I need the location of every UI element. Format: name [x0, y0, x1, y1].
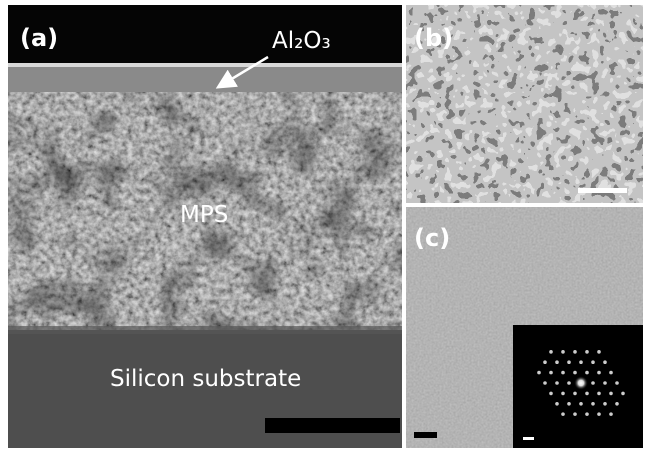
diffraction-spot	[555, 381, 559, 385]
al2o3-line	[8, 63, 402, 67]
diffraction-spot	[543, 360, 547, 364]
diffraction-spot	[579, 360, 583, 364]
al2o3-layer	[8, 67, 402, 92]
interface	[8, 326, 402, 334]
diffraction-spot	[615, 381, 619, 385]
diffraction-spot	[603, 402, 607, 406]
diffraction-spot	[549, 371, 553, 375]
diffraction-spot	[591, 360, 595, 364]
diffraction-spot	[585, 350, 589, 354]
diffraction-spot	[579, 402, 583, 406]
diffraction-spot	[597, 412, 601, 416]
annotation: MPS	[180, 202, 228, 228]
panel-b: (b)	[406, 5, 643, 203]
panel-a: (a) Al₂O₃ MPS Silicon substrate	[8, 5, 402, 448]
diffraction-spot	[597, 350, 601, 354]
diffraction-spot	[567, 402, 571, 406]
diffraction-spot	[609, 371, 613, 375]
diffraction-spot	[561, 371, 565, 375]
diffraction-spot	[574, 376, 588, 390]
panel-label: (a)	[20, 24, 58, 52]
diffraction-spot	[603, 381, 607, 385]
diffraction-spot	[561, 350, 565, 354]
diffraction-spot	[585, 371, 589, 375]
diffraction-spot	[591, 402, 595, 406]
annotation: Al₂O₃	[272, 28, 331, 54]
diffraction-spot	[573, 412, 577, 416]
diffraction-spot	[603, 360, 607, 364]
diffraction-spot	[621, 392, 625, 396]
annotation: Silicon substrate	[110, 366, 301, 392]
scale-bar	[414, 432, 437, 438]
diffraction-spot	[543, 381, 547, 385]
diffraction-spot	[609, 392, 613, 396]
diffraction-spot	[561, 412, 565, 416]
diffraction-spot	[567, 381, 571, 385]
diffraction-spot	[567, 360, 571, 364]
diffraction-spot	[537, 371, 541, 375]
panel-label: (c)	[414, 224, 450, 252]
panel-c: (c)	[406, 207, 643, 448]
diffraction-spot	[561, 392, 565, 396]
vacuum	[8, 5, 402, 63]
diffraction-spot	[549, 350, 553, 354]
diffraction-spot	[591, 381, 595, 385]
diffraction-spot	[573, 350, 577, 354]
figure: (a) Al₂O₃ MPS Silicon substrate (b) (c)	[0, 0, 646, 452]
diffraction-spot	[573, 371, 577, 375]
diffraction-spot	[585, 392, 589, 396]
diffraction-spot	[609, 412, 613, 416]
diffraction-spot	[597, 392, 601, 396]
diffraction-spot	[573, 392, 577, 396]
diffraction-spot	[555, 360, 559, 364]
diffraction-spot	[615, 402, 619, 406]
diffraction-spot	[597, 371, 601, 375]
scale-bar	[265, 418, 400, 433]
panel-label: (b)	[414, 24, 453, 52]
diffraction-spot	[549, 392, 553, 396]
scale-bar	[523, 437, 534, 440]
diffraction-spot	[555, 402, 559, 406]
scale-bar	[578, 188, 627, 193]
diffraction-spot	[585, 412, 589, 416]
